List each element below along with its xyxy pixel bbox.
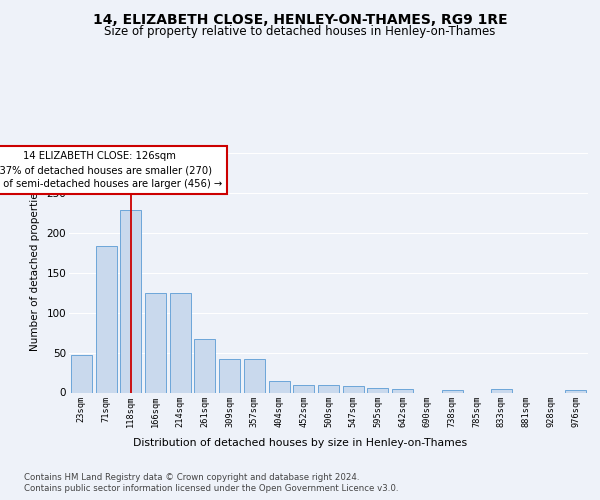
- Text: Contains HM Land Registry data © Crown copyright and database right 2024.: Contains HM Land Registry data © Crown c…: [24, 472, 359, 482]
- Bar: [269, 380, 290, 392]
- Bar: [367, 388, 388, 392]
- Bar: [219, 359, 240, 392]
- Bar: [95, 246, 116, 392]
- Text: Distribution of detached houses by size in Henley-on-Thames: Distribution of detached houses by size …: [133, 438, 467, 448]
- Y-axis label: Number of detached properties: Number of detached properties: [29, 186, 40, 351]
- Bar: [565, 390, 586, 392]
- Bar: [491, 390, 512, 392]
- Bar: [293, 384, 314, 392]
- Bar: [170, 292, 191, 392]
- Text: 14 ELIZABETH CLOSE: 126sqm
← 37% of detached houses are smaller (270)
62% of sem: 14 ELIZABETH CLOSE: 126sqm ← 37% of deta…: [0, 152, 222, 190]
- Bar: [318, 386, 339, 392]
- Text: Contains public sector information licensed under the Open Government Licence v3: Contains public sector information licen…: [24, 484, 398, 493]
- Bar: [392, 388, 413, 392]
- Bar: [343, 386, 364, 392]
- Bar: [120, 210, 141, 392]
- Bar: [145, 292, 166, 392]
- Bar: [442, 390, 463, 392]
- Bar: [244, 359, 265, 392]
- Text: 14, ELIZABETH CLOSE, HENLEY-ON-THAMES, RG9 1RE: 14, ELIZABETH CLOSE, HENLEY-ON-THAMES, R…: [92, 12, 508, 26]
- Text: Size of property relative to detached houses in Henley-on-Thames: Size of property relative to detached ho…: [104, 25, 496, 38]
- Bar: [194, 339, 215, 392]
- Bar: [71, 355, 92, 393]
